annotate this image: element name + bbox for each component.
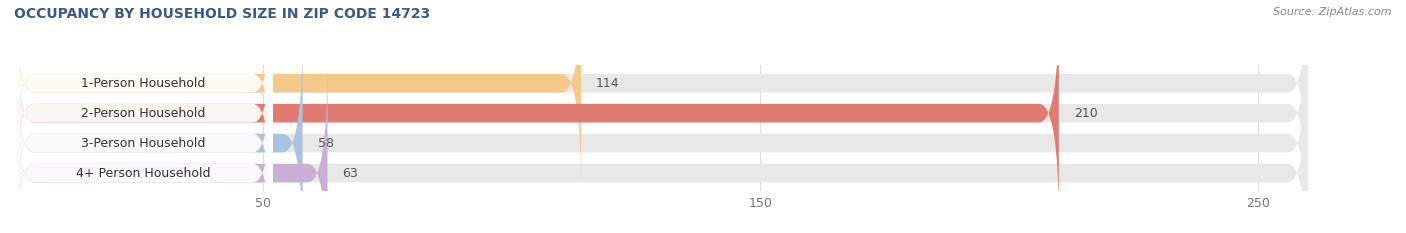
- FancyBboxPatch shape: [14, 0, 273, 194]
- Text: 2-Person Household: 2-Person Household: [82, 107, 205, 120]
- FancyBboxPatch shape: [14, 33, 302, 233]
- FancyBboxPatch shape: [14, 33, 273, 233]
- Text: 63: 63: [343, 167, 359, 180]
- FancyBboxPatch shape: [14, 62, 328, 233]
- FancyBboxPatch shape: [14, 3, 273, 224]
- FancyBboxPatch shape: [14, 33, 1308, 233]
- Text: 58: 58: [318, 137, 333, 150]
- FancyBboxPatch shape: [14, 3, 1059, 224]
- FancyBboxPatch shape: [14, 62, 1308, 233]
- Text: 4+ Person Household: 4+ Person Household: [76, 167, 211, 180]
- Text: 1-Person Household: 1-Person Household: [82, 77, 205, 90]
- Text: 114: 114: [596, 77, 620, 90]
- FancyBboxPatch shape: [14, 3, 1308, 224]
- Text: 3-Person Household: 3-Person Household: [82, 137, 205, 150]
- FancyBboxPatch shape: [14, 62, 273, 233]
- FancyBboxPatch shape: [14, 0, 581, 194]
- Text: OCCUPANCY BY HOUSEHOLD SIZE IN ZIP CODE 14723: OCCUPANCY BY HOUSEHOLD SIZE IN ZIP CODE …: [14, 7, 430, 21]
- Text: Source: ZipAtlas.com: Source: ZipAtlas.com: [1274, 7, 1392, 17]
- Text: 210: 210: [1074, 107, 1098, 120]
- FancyBboxPatch shape: [14, 0, 1308, 194]
